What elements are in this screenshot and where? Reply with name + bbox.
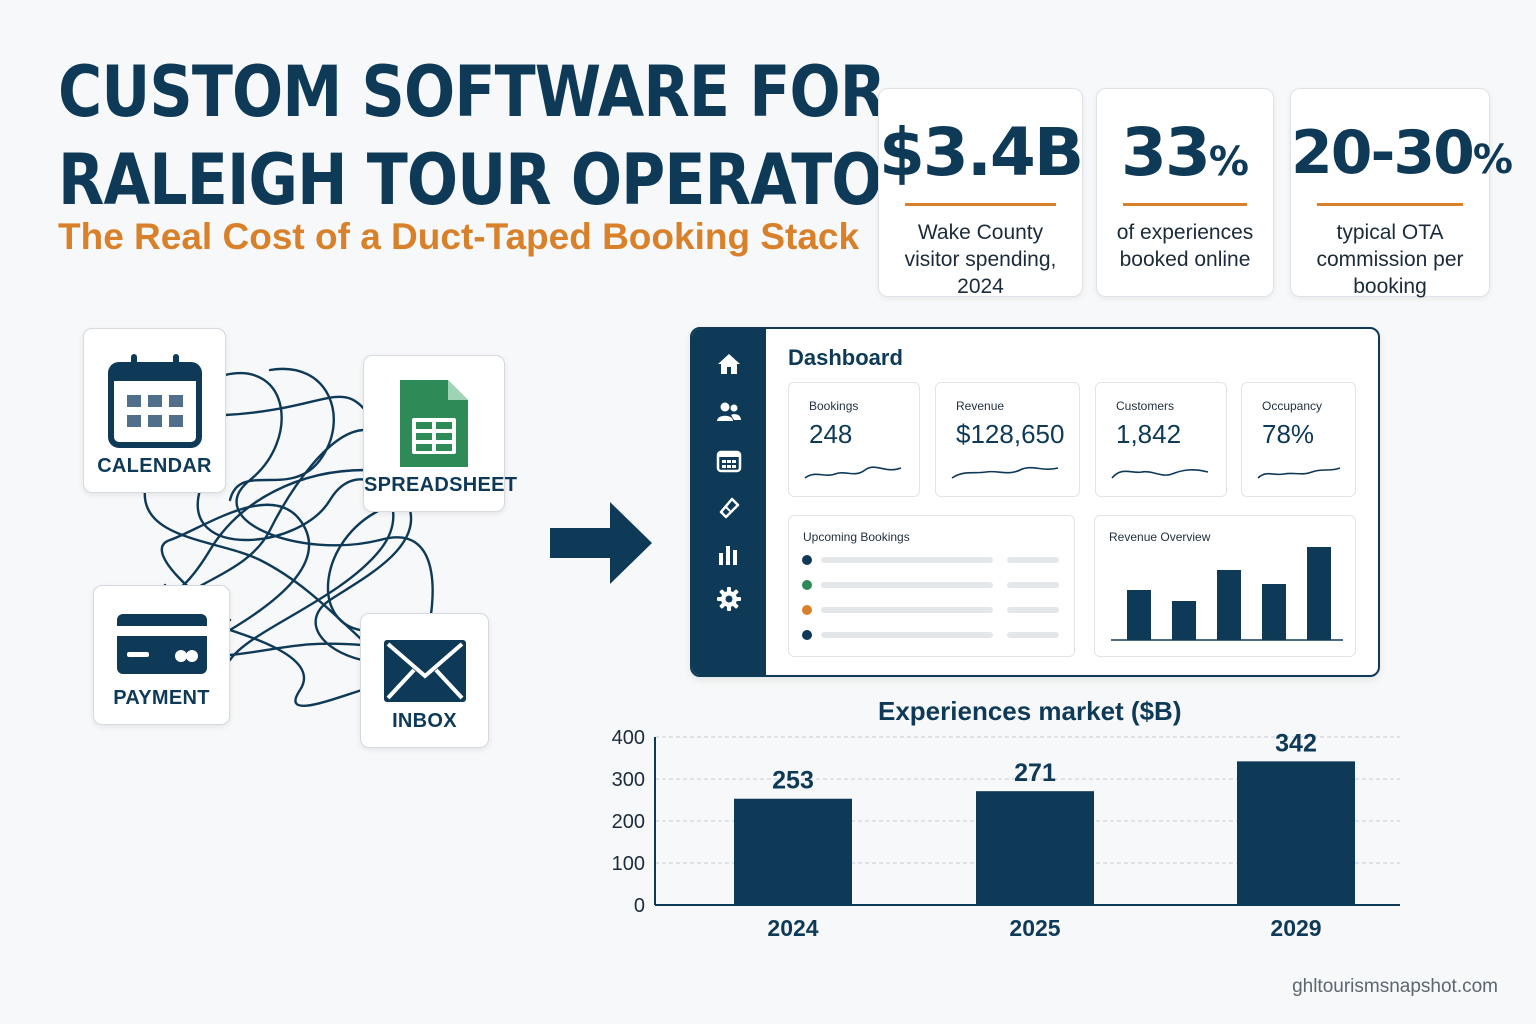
envelope-icon (383, 640, 466, 702)
booking-row-line (821, 632, 993, 638)
stat-divider (1317, 203, 1463, 206)
calendar-icon[interactable] (716, 447, 742, 473)
stat-card-ota-commission: 20-30% typical OTA commission per booking (1290, 88, 1513, 298)
calendar-label: CALENDAR (97, 455, 212, 477)
payment-label: PAYMENT (113, 687, 210, 709)
dashboard-title: Dashboard (788, 345, 903, 370)
upcoming-bookings-panel: Upcoming Bookings (788, 515, 1075, 657)
calendar-tool-card: CALENDAR (83, 328, 226, 493)
kpi-sparkline (1111, 469, 1209, 479)
inbox-tool-card: INBOX (360, 613, 489, 748)
booking-row-line (821, 607, 993, 613)
upcoming-bookings-list (802, 555, 1059, 640)
kpi-card-customers: Customers 1,842 (1095, 382, 1227, 497)
tangled-connections (143, 367, 434, 707)
dashboard-sidebar (692, 329, 766, 675)
booking-row-line (821, 557, 993, 563)
market-bar (734, 798, 852, 905)
kpi-label: Customers (1116, 399, 1175, 413)
booking-row-meta (1007, 607, 1059, 613)
home-icon[interactable] (716, 351, 742, 377)
inbox-label: INBOX (392, 710, 457, 732)
y-tick-label: 0 (634, 895, 645, 917)
bar-chart-icon[interactable] (716, 541, 742, 567)
kpi-label: Bookings (809, 399, 859, 413)
data-label: 271 (1014, 759, 1056, 787)
booking-status-dot (802, 630, 812, 640)
stat-divider (905, 203, 1056, 206)
kpi-card-bookings: Bookings 248 (788, 382, 920, 497)
stat-card-online-bookings: 33% of experiences booked online (1096, 88, 1274, 297)
right-arrow-icon (550, 502, 652, 584)
page-title: CUSTOM SOFTWARE FOR RALEIGH TOUR OPERATO… (58, 48, 971, 224)
booking-status-dot (802, 605, 812, 615)
kpi-value: 78% (1262, 419, 1315, 449)
dashboard-window: Dashboard Bookings 248 Revenue $128,650 … (690, 327, 1380, 677)
y-tick-label: 300 (612, 769, 645, 791)
market-chart-title: Experiences market ($B) (878, 696, 1182, 726)
payment-tool-card: PAYMENT (93, 585, 230, 725)
title-line-2: RALEIGH TOUR OPERATORS (58, 139, 971, 221)
kpi-label: Occupancy (1262, 399, 1323, 413)
spreadsheet-icon (400, 380, 468, 467)
booking-status-dot (802, 580, 812, 590)
stat-description: of experiences booked online (1116, 221, 1254, 271)
kpi-sparkline (1257, 467, 1341, 479)
y-tick-label: 100 (612, 853, 645, 875)
kpi-label: Revenue (956, 399, 1005, 413)
stat-value: $3.4B (879, 114, 1084, 191)
stat-card-visitor-spending: $3.4B Wake County visitor spending, 2024 (878, 88, 1084, 298)
mini-bar (1217, 570, 1241, 640)
booking-row-meta (1007, 582, 1059, 588)
booking-row-meta (1007, 632, 1059, 638)
x-tick-label: 2025 (1009, 915, 1060, 941)
mini-bar (1262, 584, 1286, 640)
revenue-overview-mini-chart (1111, 547, 1343, 641)
kpi-value: 1,842 (1116, 419, 1182, 449)
stat-description: typical OTA commission per booking (1316, 221, 1464, 298)
booking-row-line (821, 582, 993, 588)
stat-description: Wake County visitor spending, 2024 (904, 221, 1057, 298)
booking-row-meta (1007, 557, 1059, 563)
revenue-overview-label: Revenue Overview (1109, 530, 1211, 544)
mini-bar (1127, 590, 1151, 640)
spreadsheet-label: SPREADSHEET (364, 474, 518, 496)
kpi-sparkline (951, 466, 1059, 479)
spreadsheet-tool-card: SPREADSHEET (363, 355, 518, 512)
kpi-card-occupancy: Occupancy 78% (1241, 382, 1356, 497)
page-subtitle: The Real Cost of a Duct-Taped Booking St… (58, 216, 860, 257)
data-label: 342 (1275, 729, 1317, 757)
y-tick-label: 200 (612, 811, 645, 833)
kpi-card-revenue: Revenue $128,650 (935, 382, 1080, 497)
mini-bar (1172, 601, 1196, 640)
calendar-icon (107, 354, 202, 448)
market-bar (976, 791, 1094, 905)
experiences-market-chart: 400 300 200 100 0 253 2024 271 2025 342 2029 (612, 727, 1400, 941)
source-url: ghltourismsnapshot.com (1292, 976, 1498, 997)
y-tick-label: 400 (612, 727, 645, 749)
stat-value: 33% (1121, 114, 1249, 191)
kpi-sparkline (804, 466, 902, 479)
upcoming-bookings-label: Upcoming Bookings (803, 530, 910, 544)
market-bar (1237, 761, 1355, 905)
revenue-overview-panel: Revenue Overview (1094, 515, 1356, 657)
kpi-value: $128,650 (956, 419, 1065, 449)
stat-value: 20-30% (1291, 118, 1513, 188)
users-icon[interactable] (716, 399, 742, 425)
data-label: 253 (772, 767, 814, 795)
booking-status-dot (802, 555, 812, 565)
x-tick-label: 2024 (767, 915, 818, 941)
ticket-icon[interactable] (716, 495, 742, 521)
credit-card-icon (116, 614, 207, 674)
gear-icon[interactable] (716, 586, 742, 612)
x-tick-label: 2029 (1270, 915, 1321, 941)
mini-bar (1307, 547, 1331, 640)
stat-divider (1123, 203, 1247, 206)
title-line-1: CUSTOM SOFTWARE FOR (58, 51, 886, 133)
kpi-value: 248 (809, 419, 853, 449)
